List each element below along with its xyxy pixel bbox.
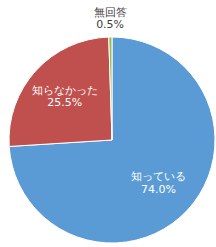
data-label: 知っている74.0% [131,170,186,196]
pie-slice [9,37,112,146]
pie-slice [109,37,112,140]
data-label: 知らなかった25.5% [32,84,98,110]
pie-slice [9,37,215,243]
data-labels: 知っている74.0% 知らなかった25.5% 無回答0.5% [32,6,186,196]
category-label: 知っている [131,170,186,183]
data-label: 無回答0.5% [94,6,127,32]
pie [9,37,215,243]
value-label: 25.5% [47,96,82,109]
category-label: 知らなかった [32,84,98,97]
category-label: 無回答 [94,6,127,19]
value-label: 0.5% [96,18,124,31]
value-label: 74.0% [141,183,176,196]
chart: 知っている74.0% 知らなかった25.5% 無回答0.5% [0,0,216,247]
